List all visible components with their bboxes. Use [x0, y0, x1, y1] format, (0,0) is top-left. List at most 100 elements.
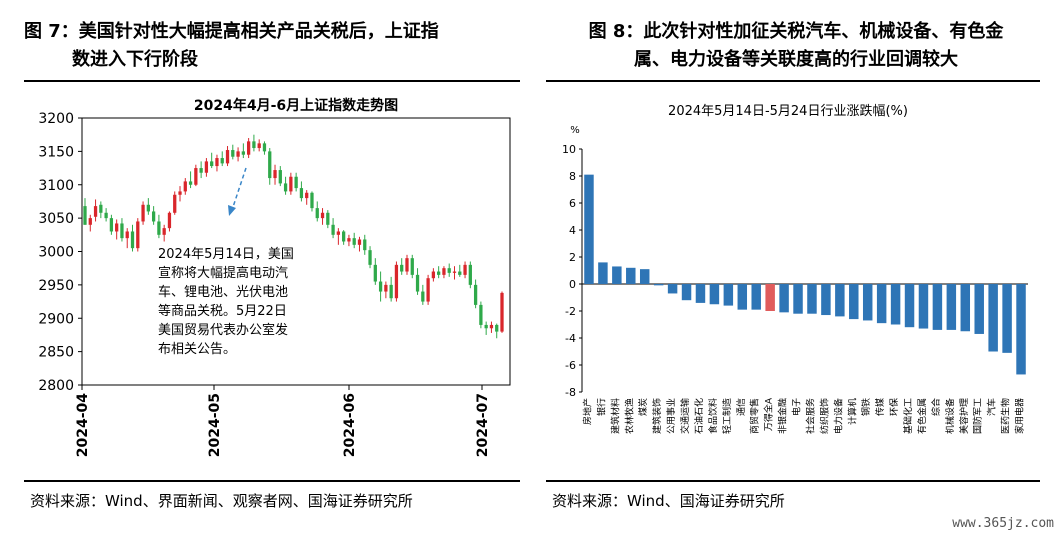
category-label: 银行 [595, 398, 607, 416]
bar-31 [1002, 284, 1012, 353]
candle-body [405, 258, 409, 272]
candle-body [252, 141, 256, 149]
figure8-caption-line2: 属、电力设备等关联度高的行业回调较大 [634, 49, 958, 70]
category-label: 钢铁 [860, 398, 872, 416]
category-label: 纺织服饰 [818, 398, 830, 434]
figure8-caption-line1: 图 8：此次针对性加征关税汽车、机械设备、有色金 [588, 21, 1004, 42]
category-label: 轻工制造 [721, 398, 733, 434]
bar-2 [598, 262, 608, 284]
candle-body [331, 224, 335, 235]
candle-body [294, 176, 298, 189]
candle-body [326, 212, 330, 225]
category-label: 建筑装饰 [651, 398, 663, 434]
bar-4 [626, 267, 636, 284]
figure7-bottom-rule [24, 480, 520, 482]
bar-10 [709, 284, 720, 305]
category-label: 石油石化 [693, 398, 705, 434]
category-label: 美容护理 [958, 398, 970, 434]
bar-29 [974, 284, 984, 334]
chart1-annotation: 2024年5月14日，美国 宣称将大幅提高电动汽 车、锂电池、光伏电池 等商品关… [158, 247, 294, 357]
candle-body [183, 181, 187, 192]
figure7-caption-line2: 数进入下行阶段 [72, 49, 198, 70]
figure7-top-rule [24, 80, 520, 82]
annotation-arrowhead [228, 205, 236, 216]
y-tick-label: 0 [569, 278, 576, 291]
y-tick-label: -8 [565, 386, 576, 399]
candle-body [452, 271, 457, 273]
candle-body [299, 188, 304, 199]
y-tick-label: 2800 [38, 378, 74, 394]
candle-body [378, 281, 383, 292]
category-label: 食品饮料 [707, 398, 719, 434]
candle-body [468, 264, 472, 285]
candle-body [215, 158, 219, 167]
candle-body [278, 170, 282, 184]
chart2-title: 2024年5月14日-5月24日行业涨跌幅(%) [668, 103, 908, 119]
category-label: 商贸零售 [749, 398, 761, 434]
candle-body [283, 183, 288, 192]
bar-12 [737, 284, 748, 310]
bar-21 [862, 284, 873, 321]
candle-body [93, 206, 98, 217]
candle-body [315, 208, 319, 219]
category-label: 房地产 [581, 398, 593, 425]
candle-body [194, 168, 198, 185]
candle-body [257, 143, 261, 149]
candle-body [162, 228, 166, 235]
category-label: 汽车 [986, 398, 998, 416]
bar-22 [876, 284, 887, 324]
bar-9 [695, 284, 706, 303]
chart1-title: 2024年4月-6月上证指数走势图 [194, 97, 398, 114]
figure8-caption: 图 8：此次针对性加征关税汽车、机械设备、有色金 属、电力设备等关联度高的行业回… [548, 18, 1044, 74]
candle-body [125, 231, 129, 239]
candle-body [305, 192, 309, 199]
category-label: 非银金融 [777, 398, 789, 434]
candle-body [146, 204, 150, 212]
bar-13 [751, 284, 761, 310]
category-label: 农林牧渔 [623, 398, 635, 434]
category-label: 传媒 [874, 398, 886, 416]
candle-body [204, 161, 209, 173]
y-tick-label: 3200 [38, 111, 74, 127]
candle-body [236, 151, 240, 157]
y-tick-label: -6 [565, 359, 576, 372]
category-label: 有色金属 [916, 398, 928, 434]
candle-body [320, 212, 325, 219]
candle-body [136, 221, 140, 249]
bar-16 [793, 284, 803, 314]
candle-body [246, 141, 251, 155]
candle-body [363, 239, 367, 251]
candle-body [347, 238, 351, 242]
y-tick-label: 6 [569, 197, 576, 210]
candle-body [463, 264, 467, 275]
category-label: 机械设备 [944, 398, 956, 434]
category-label: 电子 [791, 398, 803, 416]
candle-body [458, 271, 462, 275]
figure7-source: 资料来源：Wind、界面新闻、观察者网、国海证券研究所 [30, 492, 413, 510]
candle-body [115, 223, 119, 232]
candle-body [178, 191, 182, 195]
candle-body [400, 264, 404, 272]
x-tick-label: 2024-06 [342, 393, 358, 457]
y-tick-label: -2 [565, 305, 576, 318]
y-tick-label: 2950 [38, 278, 74, 294]
candle-body [268, 151, 272, 179]
y-tick-label: 2900 [38, 311, 74, 327]
candle-body [357, 239, 362, 245]
annotation-line: 等商品关税。5月22日 [158, 303, 287, 319]
bar-30 [988, 284, 998, 352]
annotation-line: 车、锂电池、光伏电池 [158, 284, 288, 300]
bar-28 [960, 284, 971, 332]
candle-body [141, 204, 145, 222]
figure7-caption: 图 7：美国针对性大幅提高相关产品关税后，上证指 数进入下行阶段 [24, 18, 524, 74]
x-tick-label: 2024-07 [475, 393, 491, 457]
y-tick-label: 4 [569, 224, 576, 237]
category-label: 环保 [888, 398, 900, 416]
candle-body [484, 324, 488, 329]
bar-26 [932, 284, 943, 330]
y-tick-label: 8 [569, 170, 576, 183]
candle-body [437, 271, 441, 275]
bar-18 [821, 284, 831, 316]
y-tick-label: 2850 [38, 345, 74, 361]
shanghai-index-candlestick-chart: 2024年4月-6月上证指数走势图 2800 2850 2900 2950 3000 30… [38, 97, 511, 457]
